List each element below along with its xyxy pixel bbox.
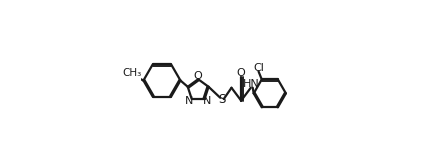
Text: HN: HN [243, 79, 259, 89]
Text: S: S [218, 93, 225, 105]
Text: CH₃: CH₃ [123, 68, 142, 78]
Text: Cl: Cl [253, 63, 264, 73]
Text: O: O [237, 68, 245, 78]
Text: N: N [203, 96, 211, 106]
Text: O: O [194, 71, 202, 81]
Text: N: N [185, 96, 194, 106]
